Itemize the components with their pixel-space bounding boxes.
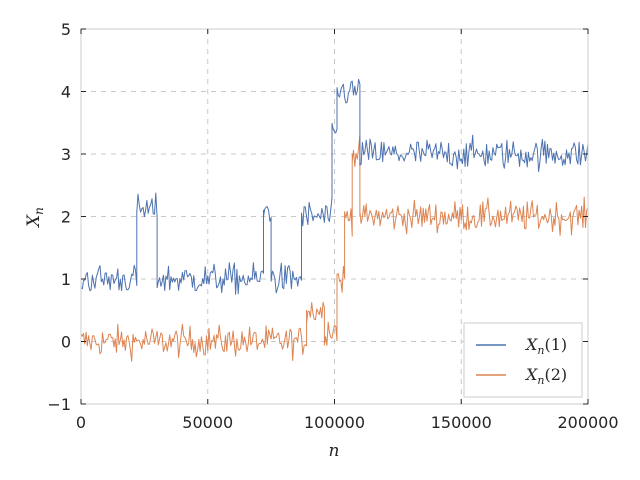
y-tick-label: 4: [61, 83, 71, 102]
svg-text:Xn: Xn: [24, 207, 46, 229]
x-tick-label: 50000: [182, 413, 233, 432]
y-tick-label: 3: [61, 145, 71, 164]
x-tick-label: 200000: [557, 413, 618, 432]
y-axis-label-sub: n: [32, 207, 46, 215]
ticks: [80, 28, 589, 405]
x-tick-label: 100000: [304, 413, 365, 432]
x-tick-label: 0: [76, 413, 86, 432]
legend-label-1: Xn(1): [524, 335, 567, 357]
y-tick-label: 2: [61, 208, 71, 227]
x-axis-label: n: [329, 441, 340, 461]
y-tick-label: 0: [61, 333, 71, 352]
y-tick-label: 5: [61, 20, 71, 39]
y-tick-label: 1: [61, 270, 71, 289]
tick-labels: 0 50000 100000 150000 200000 −1 0 1 2 3 4 5: [47, 20, 618, 432]
series-1-line: [80, 78, 589, 295]
x-tick-label: 150000: [431, 413, 492, 432]
series-layer: [80, 78, 589, 362]
y-axis-label-main: X: [24, 214, 44, 229]
series-2: [80, 134, 589, 362]
legend-box: [463, 322, 583, 398]
series-1: [80, 78, 589, 295]
legend-label-2: Xn(2): [524, 365, 567, 387]
y-tick-label: −1: [47, 395, 71, 414]
y-axis-label: Xn: [24, 207, 46, 229]
series-2-line: [80, 134, 589, 362]
legend: Xn(1) Xn(2): [463, 322, 583, 398]
